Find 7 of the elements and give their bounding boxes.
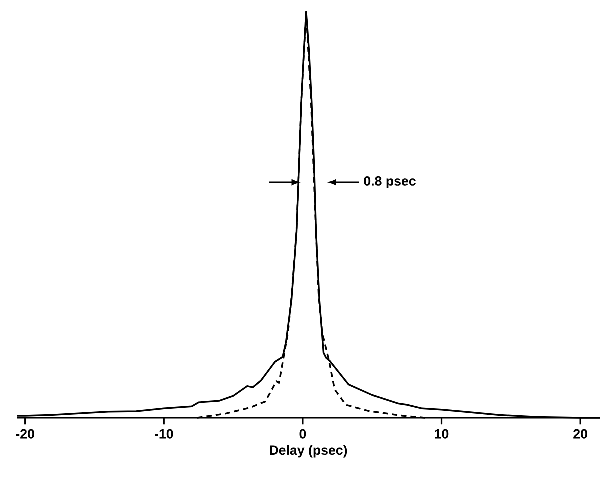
x-axis-title: Delay (psec): [270, 445, 348, 458]
x-tick-label: -10: [155, 429, 174, 439]
x-tick-label: 0: [300, 429, 306, 439]
x-tick-label: 10: [435, 429, 449, 439]
x-tick-label: -20: [16, 429, 34, 439]
annotation: 0.8 psec: [364, 176, 416, 189]
x-tick-label: 20: [574, 429, 588, 439]
